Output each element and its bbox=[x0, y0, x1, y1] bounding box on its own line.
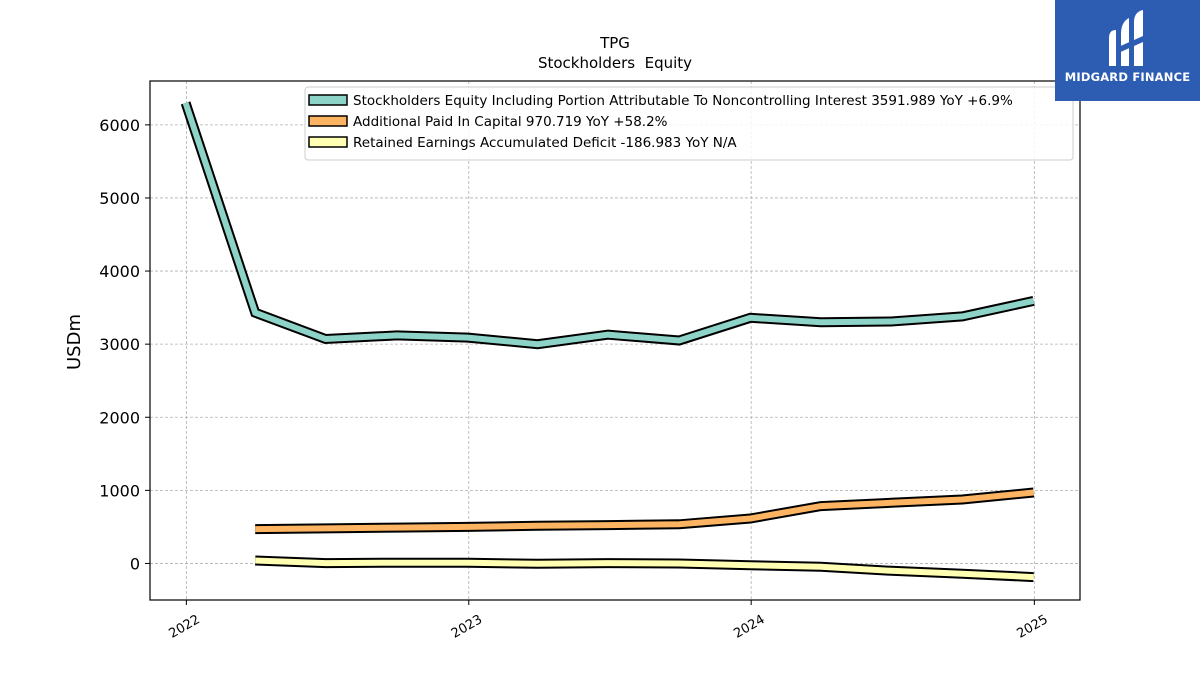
legend-entry: Additional Paid In Capital 970.719 YoY +… bbox=[353, 114, 668, 130]
legend-entry: Retained Earnings Accumulated Deficit -1… bbox=[353, 135, 737, 151]
legend-swatch bbox=[308, 115, 348, 127]
series-line bbox=[255, 557, 1034, 581]
x-tick-label: 2023 bbox=[449, 612, 485, 642]
logo-mark-icon bbox=[1109, 10, 1143, 66]
x-tick-label: 2025 bbox=[1015, 612, 1051, 642]
axes: 0 1000 2000 3000 4000 5000 6000 2022 2023 2024 202… bbox=[99, 116, 1050, 642]
y-tick-label: 3000 bbox=[99, 335, 140, 354]
logo-text: MIDGARD FINANCE bbox=[1064, 70, 1191, 84]
y-tick-label: 6000 bbox=[99, 116, 140, 135]
y-tick-label: 2000 bbox=[99, 408, 140, 427]
x-tick-label: 2022 bbox=[167, 612, 203, 642]
legend-box bbox=[304, 86, 1074, 161]
y-tick-label: 5000 bbox=[99, 189, 140, 208]
y-axis-label: USDm bbox=[64, 314, 85, 370]
series-layer bbox=[180, 101, 1035, 583]
legend-swatch bbox=[308, 136, 348, 148]
y-tick-label: 0 bbox=[130, 554, 140, 573]
legend: Stockholders Equity Including Portion At… bbox=[304, 86, 1074, 161]
series-line bbox=[255, 489, 1034, 533]
midgard-finance-logo: MIDGARD FINANCE bbox=[1055, 0, 1200, 101]
y-tick-label: 4000 bbox=[99, 262, 140, 281]
chart-title: TPG bbox=[599, 34, 630, 52]
series-line bbox=[182, 101, 1035, 348]
chart-subtitle: Stockholders Equity bbox=[538, 54, 692, 72]
x-tick-label: 2024 bbox=[731, 612, 767, 642]
y-tick-label: 1000 bbox=[99, 481, 140, 500]
legend-swatch bbox=[308, 94, 348, 106]
legend-entry: Stockholders Equity Including Portion At… bbox=[353, 93, 1013, 109]
plot-frame bbox=[149, 80, 1081, 601]
